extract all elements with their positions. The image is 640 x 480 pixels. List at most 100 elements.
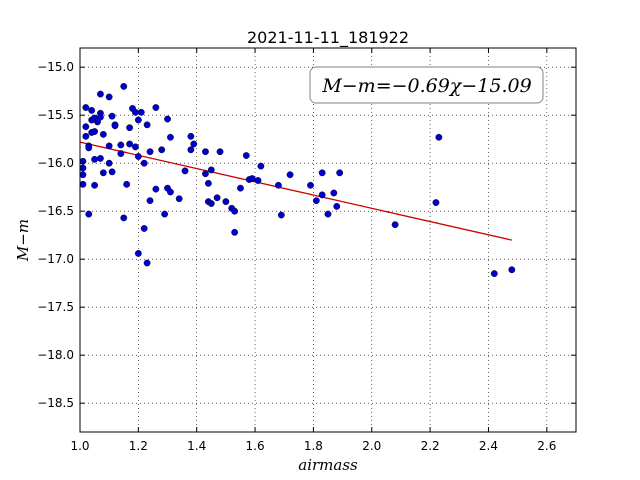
data-point [120,83,128,90]
data-point [286,171,294,179]
y-tick-label: −17.5 [37,300,74,314]
fit-equation: M−m=−0.69χ−15.09 [321,75,531,97]
data-point [175,195,183,203]
data-point [117,150,125,158]
data-point [132,108,139,116]
data-point [187,146,195,154]
annotation-frame [309,66,544,104]
x-tick-label: 2.6 [537,439,556,453]
data-point [134,250,142,257]
data-point [213,194,221,202]
y-tick-label: −15.0 [37,60,74,74]
y-tick-label: −15.5 [37,108,74,122]
data-point [85,144,93,152]
data-point [108,168,116,176]
data-point [123,180,131,188]
data-point [79,164,87,172]
data-point [82,132,90,140]
data-point [167,133,174,141]
y-tick-label: −18.0 [37,348,74,362]
data-point [508,266,516,274]
data-point [88,107,96,114]
data-point [161,210,169,218]
data-point [181,167,189,175]
data-point [237,184,244,192]
data-point [312,197,320,205]
data-point [108,112,116,120]
x-tick-label: 2.2 [421,439,440,453]
data-point [99,130,107,138]
plot-frame [79,47,577,433]
data-point [79,180,87,188]
data-point [146,197,154,205]
data-point [105,159,113,167]
data-point [202,170,209,178]
data-point [222,198,230,206]
data-point [152,185,160,193]
y-tick-label: −18.5 [37,396,74,410]
data-point [97,90,104,98]
data-point [91,181,98,189]
x-tick-label: 1.8 [304,439,323,453]
data-point [82,104,90,111]
data-point [274,181,282,189]
data-point [134,153,142,160]
chart-title: 2021-11-11_181922 [247,28,409,48]
data-point [435,133,443,141]
fit-line [79,141,512,241]
y-tick-label: −16.0 [37,156,74,170]
data-point [152,104,160,111]
x-tick-label: 1.0 [70,439,89,453]
x-tick-label: 2.4 [479,439,498,453]
data-point [140,225,148,232]
x-axis-label: airmass [298,456,358,474]
data-point [307,181,314,189]
data-point [248,175,256,182]
data-point [146,148,154,156]
data-point [79,171,87,179]
data-point [164,115,171,123]
data-point [167,188,174,196]
data-point [336,169,344,177]
data-point [140,159,148,167]
data-point [97,113,104,121]
data-point [254,177,262,184]
data-point [207,166,215,174]
data-point [134,116,142,124]
data-point [85,210,93,218]
data-point [187,132,195,140]
data-point [324,210,332,218]
data-point [120,214,128,222]
data-point [137,108,145,116]
data-point [207,200,215,207]
data-point [333,202,341,210]
x-tick-label: 1.4 [187,439,206,453]
data-point [318,169,326,177]
data-point [432,199,440,206]
x-tick-label: 1.6 [246,439,265,453]
axis-ticks: 1.0 1.2 1.4 1.6 1.8 2.0 2.2 2.4 2.6 −15.0 −15.5 −16… [37,48,576,453]
fit-line-group [79,141,512,241]
data-point [97,154,104,162]
y-tick-label: −17.0 [37,252,74,266]
data-point [105,93,113,101]
data-point [277,211,285,219]
data-point [82,123,90,131]
data-point [143,259,151,267]
data-point [204,179,212,187]
x-tick-label: 2.0 [362,439,381,453]
data-point [117,141,125,149]
data-point [330,189,338,197]
data-point [126,140,134,148]
data-point [257,162,265,170]
data-point [143,121,151,129]
annotation-box: M−m=−0.69χ−15.09 [309,66,544,104]
data-point [318,191,326,199]
data-point [391,221,399,229]
data-point [105,142,113,150]
x-tick-label: 1.2 [129,439,148,453]
data-point [202,148,209,156]
data-point [91,155,98,163]
data-point [231,228,239,236]
